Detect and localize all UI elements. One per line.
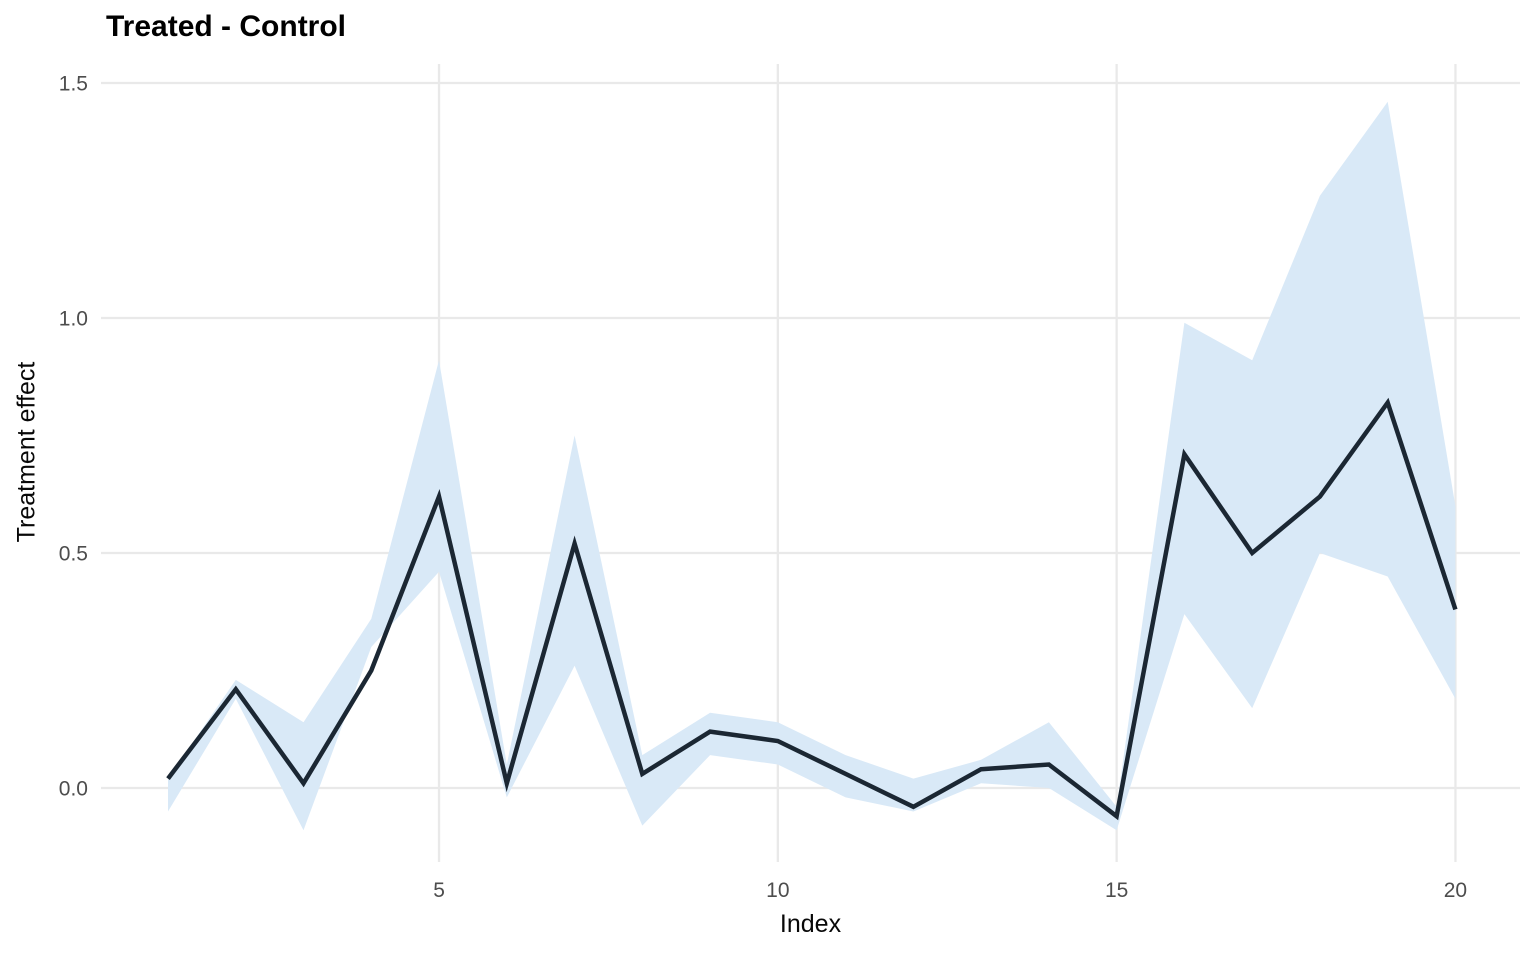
x-tick-label: 15 [1105, 879, 1128, 902]
y-tick-label: 1.0 [59, 308, 88, 331]
confidence-ribbon [168, 101, 1456, 831]
x-tick-label: 5 [433, 879, 445, 902]
x-axis-title: Index [779, 910, 842, 938]
x-tick-label: 20 [1444, 879, 1467, 902]
x-tick-label: 10 [766, 879, 789, 902]
y-tick-label: 0.0 [59, 778, 88, 801]
chart-title: Treated - Control [106, 10, 347, 43]
y-tick-label: 1.5 [59, 73, 88, 96]
y-tick-label: 0.5 [59, 543, 88, 566]
y-axis-title: Treatment effect [12, 361, 41, 543]
treatment-effect-line [166, 397, 1458, 821]
